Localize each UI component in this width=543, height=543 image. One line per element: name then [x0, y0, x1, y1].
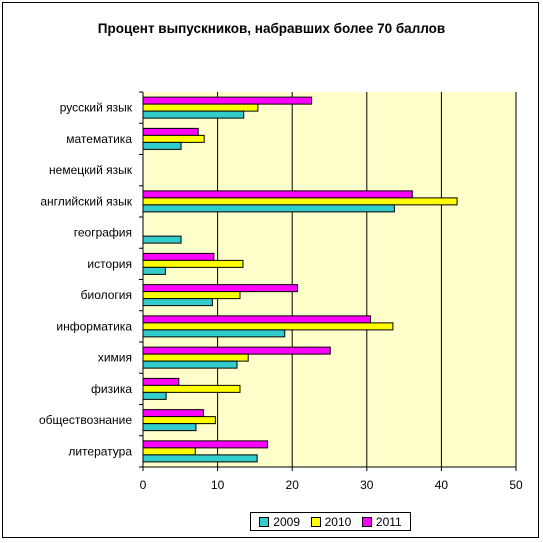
bar [142, 127, 199, 136]
bar [142, 190, 413, 199]
category-label: география [74, 226, 132, 240]
legend-swatch [310, 516, 321, 527]
bar [142, 454, 258, 463]
category-label: немецкий язык [49, 163, 133, 177]
category-label: обществознание [39, 413, 132, 427]
bar [142, 391, 167, 400]
legend-swatch [259, 516, 270, 527]
bar [142, 416, 216, 425]
bar [142, 134, 205, 143]
bar [142, 322, 394, 331]
bar [142, 384, 241, 393]
bar [142, 284, 298, 293]
x-tick-label: 20 [286, 478, 300, 492]
bar [142, 298, 213, 307]
bar [142, 447, 196, 456]
legend-item: 2009 [259, 515, 300, 529]
bar [142, 141, 182, 150]
x-tick-label: 10 [211, 478, 225, 492]
x-tick-label: 40 [435, 478, 449, 492]
bar [142, 423, 197, 432]
bar [142, 252, 215, 261]
category-label: английский язык [40, 194, 132, 208]
bar [142, 440, 269, 449]
bar [142, 353, 249, 362]
legend-label: 2011 [375, 514, 402, 529]
bar [142, 235, 182, 244]
grid-lines [217, 92, 517, 467]
bar [142, 204, 395, 213]
labels: 0 10 20 30 40 50 русский язык математика немецки… [39, 101, 523, 492]
bar [142, 259, 244, 268]
category-label: математика [66, 132, 132, 146]
x-tick-label: 0 [140, 478, 147, 492]
bar [142, 409, 204, 418]
legend-label: 2009 [273, 514, 300, 529]
category-label: информатика [56, 319, 132, 333]
bar [142, 266, 166, 275]
category-label: история [87, 257, 132, 271]
bar [142, 360, 238, 369]
plot-area [143, 92, 516, 467]
bar [142, 329, 286, 338]
chart-title: Процент выпускников, набравших более 70 … [97, 21, 446, 36]
category-label: биология [81, 288, 132, 302]
bar [142, 110, 245, 119]
category-label: русский язык [60, 101, 133, 115]
bar [142, 103, 259, 112]
bar [142, 291, 241, 300]
legend-item: 2011 [361, 514, 402, 529]
bar [142, 197, 458, 206]
bar [142, 346, 331, 355]
category-label: химия [98, 351, 132, 365]
category-label: физика [91, 382, 132, 396]
legend-item: 2010 [310, 514, 352, 529]
bar [142, 96, 313, 105]
category-label: литература [68, 444, 132, 458]
x-tick-label: 30 [360, 478, 374, 492]
axes [139, 91, 517, 471]
x-tick-label: 50 [509, 478, 523, 492]
legend-swatch [361, 516, 372, 527]
bar [142, 315, 372, 324]
bar [142, 377, 180, 386]
legend: 2009 2010 2011 [250, 512, 411, 531]
legend-label: 2010 [324, 514, 352, 529]
